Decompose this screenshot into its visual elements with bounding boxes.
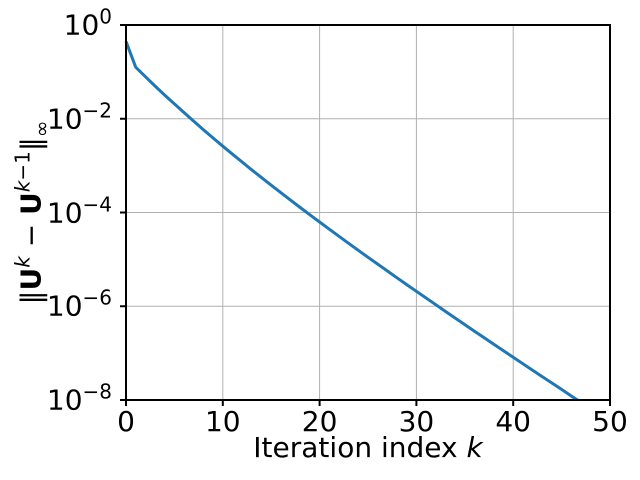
label-segment: Iteration index bbox=[253, 431, 467, 464]
label-segment: U bbox=[14, 267, 48, 291]
y-tick-exponent: −4 bbox=[82, 191, 112, 216]
y-tick-base: 10 bbox=[46, 383, 83, 417]
y-tick-exponent: −8 bbox=[82, 379, 112, 404]
y-tick-exponent: 0 bbox=[99, 4, 112, 29]
y-tick-label: 10−6 bbox=[0, 287, 112, 323]
label-segment: − bbox=[14, 214, 48, 257]
label-segment: −1 bbox=[10, 151, 35, 181]
y-tick-label: 10−2 bbox=[0, 100, 112, 136]
x-tick-label: 20 bbox=[301, 405, 338, 438]
x-tick-label: 50 bbox=[592, 405, 628, 438]
y-tick-label: 10−8 bbox=[0, 381, 112, 417]
x-tick-label: 30 bbox=[398, 405, 435, 438]
label-segment: ‖ bbox=[14, 137, 48, 152]
y-axis-label-text: ‖Uk − Uk−1‖∞ bbox=[11, 120, 54, 305]
convergence-curve bbox=[124, 40, 581, 400]
x-axis-label: Iteration index k bbox=[126, 431, 610, 464]
label-segment: k bbox=[10, 180, 35, 193]
label-segment: k bbox=[466, 431, 483, 464]
y-tick-base: 10 bbox=[46, 195, 83, 229]
label-segment: U bbox=[14, 192, 48, 215]
y-tick-exponent: −6 bbox=[82, 285, 112, 310]
x-tick-label: 40 bbox=[495, 405, 532, 438]
y-tick-base: 10 bbox=[46, 289, 83, 323]
x-tick-label: 10 bbox=[204, 405, 241, 438]
y-tick-label: 10−4 bbox=[0, 193, 112, 229]
y-tick-label: 100 bbox=[0, 6, 112, 42]
x-tick-label: 0 bbox=[117, 405, 135, 438]
y-axis-label: ‖Uk − Uk−1‖∞ bbox=[2, 25, 60, 400]
label-segment: k bbox=[10, 256, 35, 268]
plot-border bbox=[125, 24, 611, 401]
y-tick-base: 10 bbox=[46, 102, 83, 136]
label-segment: ‖ bbox=[14, 290, 48, 305]
y-tick-base: 10 bbox=[63, 8, 100, 42]
label-segment: ∞ bbox=[29, 120, 54, 138]
y-tick-exponent: −2 bbox=[82, 98, 112, 123]
